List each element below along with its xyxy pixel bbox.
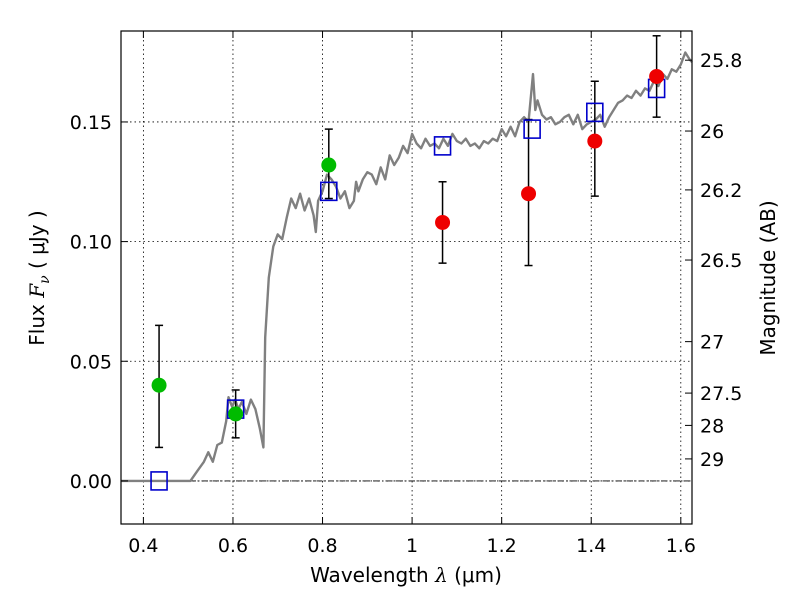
model-spectrum-line [121, 51, 693, 483]
model-photometry-point [586, 102, 604, 123]
model-photometry-point [150, 471, 168, 491]
plot-area [121, 35, 693, 491]
magnitude-tick-label: 26.2 [700, 180, 742, 202]
model-photometry-point [433, 136, 452, 156]
x-tick-label: 0.4 [128, 535, 158, 557]
magnitude-tick-label: 28 [700, 415, 724, 437]
y-tick-label: 0.00 [70, 471, 112, 493]
y-tick-label: 0.15 [70, 112, 112, 134]
x-axis: 0.4 0.6 0.8 1 1.2 1.4 1.6 [128, 31, 696, 557]
x-tick-label: 1.6 [666, 535, 696, 557]
x-tick-label: 1 [406, 535, 418, 557]
x-tick-label: 0.6 [218, 535, 248, 557]
red-data-point [435, 214, 451, 230]
plot-frame [120, 30, 693, 525]
x-tick-label: 1.2 [487, 535, 517, 557]
magnitude-tick-label: 29 [700, 449, 724, 471]
magnitude-tick-label: 25.8 [700, 50, 742, 72]
y-axis: 0.00 0.05 0.10 0.15 [70, 112, 128, 493]
y-axis-label: Flux Fν ( μJy ) [25, 210, 53, 345]
magnitude-tick-label: 27.5 [700, 383, 742, 405]
model-photometry-point [319, 181, 338, 202]
red-data-point [587, 133, 603, 149]
magnitude-tick-label: 26.5 [700, 250, 742, 272]
green-data-point [321, 157, 337, 173]
magnitude-tick-label: 26 [700, 121, 724, 143]
y-tick-label: 0.05 [70, 351, 112, 373]
grid [121, 31, 692, 524]
red-data-point [521, 186, 537, 202]
x-tick-label: 1.4 [576, 535, 606, 557]
green-data-point [151, 377, 167, 393]
x-tick-label: 0.8 [307, 535, 337, 557]
green-data-point [228, 406, 244, 422]
y-tick-label: 0.10 [70, 232, 112, 254]
x-axis-label: Wavelength λ (μm) [310, 563, 502, 587]
model-photometry-point [523, 119, 541, 139]
red-data-point [649, 68, 665, 84]
magnitude-tick-label: 27 [700, 332, 724, 354]
magnitude-axis: 25.8 26 26.2 26.5 27 27.5 28 29 [685, 50, 742, 471]
magnitude-axis-label: Magnitude (AB) [756, 200, 780, 355]
